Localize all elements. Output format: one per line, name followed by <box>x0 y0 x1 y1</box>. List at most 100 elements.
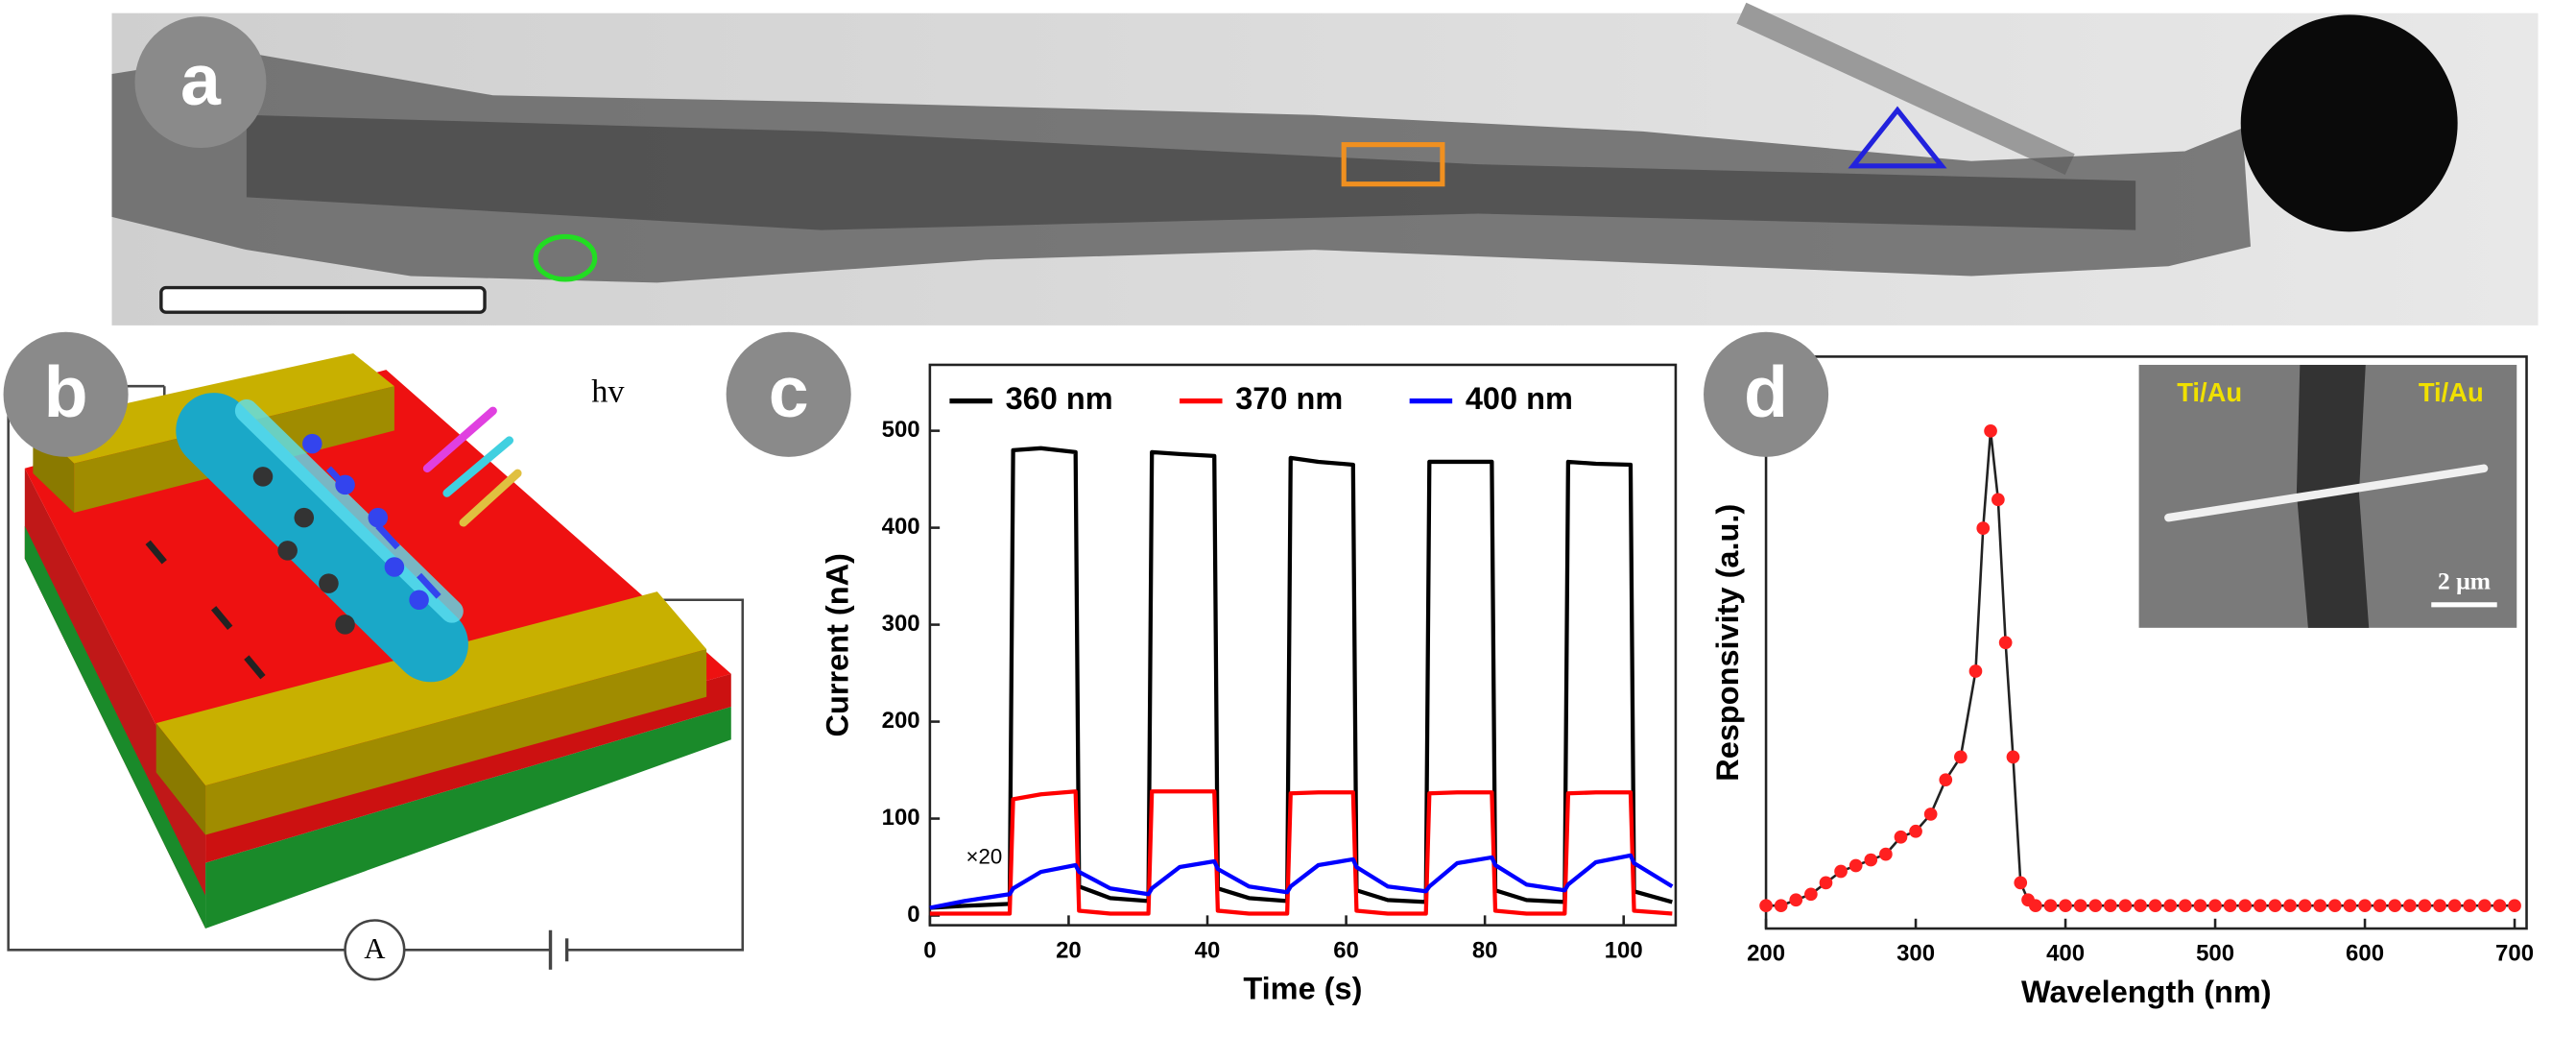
data-point <box>1834 864 1848 879</box>
data-point <box>1804 887 1818 902</box>
y-tick-label: 300 <box>882 611 920 637</box>
marker-triangle <box>1848 106 1947 169</box>
data-point <box>2418 899 2432 913</box>
catalyst-particle <box>2240 14 2458 232</box>
data-point <box>2163 899 2178 913</box>
panel-badge <box>3 331 129 457</box>
x-tick-label: 100 <box>1605 937 1643 963</box>
series-line <box>929 789 1673 916</box>
y-tick-label: 100 <box>882 805 920 831</box>
x-tick-label: 500 <box>2196 941 2234 967</box>
chart: 0 20 40 60 80 100 0 100 200 300 400 500 Time (s) Curr… <box>820 363 1678 1006</box>
data-point <box>2208 899 2222 913</box>
data-point <box>2283 899 2297 913</box>
data-point <box>2433 899 2446 913</box>
device-schematic: A hv <box>7 352 745 981</box>
x-tick-label: 0 <box>923 937 936 963</box>
electrode-label: Ti/Au <box>2177 377 2242 407</box>
data-point <box>2014 876 2028 890</box>
data-point <box>2493 899 2507 913</box>
data-point <box>1759 899 1773 913</box>
x-tick-label: 300 <box>1896 941 1935 967</box>
data-point <box>2328 899 2342 913</box>
series-line <box>929 853 1674 910</box>
data-point <box>1954 750 1968 764</box>
y-tick-label: 0 <box>907 902 919 928</box>
data-point <box>2313 899 2327 913</box>
sem-inset: Ti/Au Ti/Au 2 μm <box>2138 364 2517 628</box>
data-point <box>1894 830 1908 844</box>
legend-label: 370 nm <box>1235 381 1343 416</box>
data-point <box>1789 893 1803 907</box>
x-tick-label: 80 <box>1472 937 1498 963</box>
x-tick-label: 600 <box>2346 941 2384 967</box>
data-point <box>1968 664 1983 678</box>
scale-bar <box>159 285 487 314</box>
data-point <box>1939 773 1953 787</box>
data-point <box>2029 899 2042 913</box>
plot-frame <box>1764 355 2528 930</box>
panel-badge <box>726 331 851 457</box>
data-point <box>2358 899 2372 913</box>
data-point <box>2463 899 2477 913</box>
data-point <box>2043 899 2058 913</box>
legend-label: 360 nm <box>1006 381 1113 416</box>
data-point <box>2088 899 2103 913</box>
marker-circle <box>533 233 598 282</box>
light-label: hv <box>591 374 625 410</box>
data-point <box>1984 423 1997 438</box>
data-point <box>2118 899 2133 913</box>
data-point <box>1992 493 2005 507</box>
data-point <box>2006 750 2020 764</box>
data-point <box>2073 899 2087 913</box>
scale-label: 2 μm <box>2438 567 2491 594</box>
data-point <box>2254 899 2267 913</box>
data-point <box>2508 899 2521 913</box>
data-point <box>1819 876 1833 890</box>
x-tick-label: 40 <box>1195 937 1221 963</box>
x-tick-label: 20 <box>1056 937 1082 963</box>
panel-badge <box>1704 331 1829 457</box>
y-axis-label: Responsivity (a.u.) <box>1710 504 1745 782</box>
ammeter <box>344 919 406 981</box>
probe-tip <box>1736 2 2075 176</box>
chart: 200 300 400 500 600 700 Wavelength (nm) Respons… <box>1710 355 2534 1009</box>
data-point <box>2373 899 2387 913</box>
x-tick-label: 400 <box>2046 941 2085 967</box>
plot-frame <box>928 363 1678 927</box>
panel-label: a <box>180 39 222 120</box>
y-axis-label: Current (nA) <box>820 553 854 736</box>
data-point <box>2059 899 2072 913</box>
y-tick-label: 200 <box>882 708 920 734</box>
nanowire-sem <box>2164 464 2489 522</box>
data-point <box>2134 899 2147 913</box>
data-point <box>1864 853 1878 867</box>
annotation: ×20 <box>966 845 1003 869</box>
legend-label: 400 nm <box>1466 381 1573 416</box>
data-point <box>1849 858 1863 873</box>
data-point <box>2403 899 2417 913</box>
data-point <box>2477 899 2492 913</box>
y-tick-label: 400 <box>882 514 920 540</box>
x-tick-label: 200 <box>1747 941 1785 967</box>
data-point <box>2388 899 2402 913</box>
x-axis-label: Time (s) <box>1243 972 1362 1006</box>
data-point <box>2193 899 2207 913</box>
panel-label: d <box>1744 351 1788 432</box>
nanowire-core <box>246 114 2136 230</box>
data-point <box>1909 824 1922 838</box>
data-point <box>1976 521 1991 535</box>
data-point <box>1774 899 1788 913</box>
y-tick-label: 500 <box>882 417 920 443</box>
data-point <box>2238 899 2253 913</box>
x-tick-label: 700 <box>2495 941 2534 967</box>
panel-badge <box>134 16 267 149</box>
x-tick-label: 60 <box>1333 937 1359 963</box>
data-point <box>2104 899 2117 913</box>
ammeter-label: A <box>364 932 386 965</box>
data-point <box>2447 899 2462 913</box>
panel-label: b <box>44 351 88 432</box>
data-point <box>2179 899 2192 913</box>
data-point <box>2223 899 2237 913</box>
